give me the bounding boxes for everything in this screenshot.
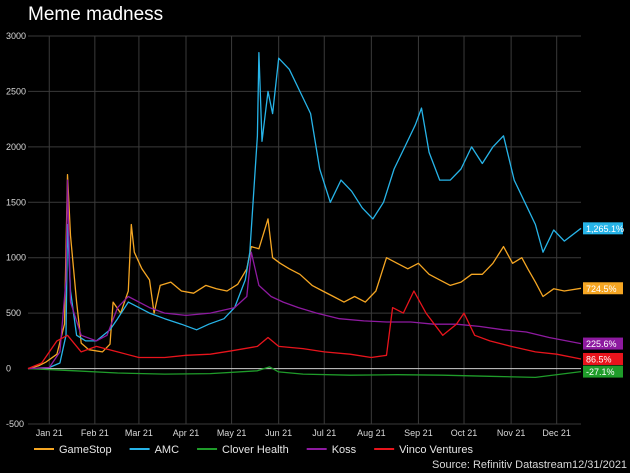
- x-tick-label: Jul 21: [312, 428, 336, 438]
- end-label-box: [583, 365, 623, 378]
- y-tick-label: -500: [6, 419, 24, 429]
- end-label-text: 724.5%: [586, 284, 617, 294]
- x-tick-label: Jan 21: [36, 428, 63, 438]
- end-label-vinco-ventures: 86.5%: [583, 352, 623, 365]
- gridlines: [28, 35, 581, 425]
- legend: GameStop AMC Clover Health Koss Vinco Ventur…: [34, 444, 473, 456]
- legend-label: Koss: [332, 444, 357, 456]
- legend-label: GameStop: [59, 444, 112, 456]
- source-note: Source: Refinitiv Datastream12/31/2021: [432, 459, 628, 471]
- legend-item-amc: AMC: [129, 444, 180, 456]
- y-tick-label: 3000: [6, 31, 26, 41]
- y-tick-label: 2500: [6, 86, 26, 96]
- end-label-text: 86.5%: [586, 354, 612, 364]
- legend-item-clover-health: Clover Health: [197, 444, 289, 456]
- x-tick-label: Sep 21: [404, 428, 433, 438]
- series-lines: [27, 51, 582, 379]
- legend-label: Clover Health: [222, 444, 289, 456]
- legend-item-gamestop: GameStop: [34, 444, 112, 456]
- x-tick-label: Dec 21: [542, 428, 571, 438]
- legend-label: AMC: [155, 444, 180, 456]
- end-label-text: 1,265.1%: [586, 224, 624, 234]
- series-line-amc: [27, 51, 582, 370]
- y-tick-label: 1000: [6, 253, 26, 263]
- legend-label: Vinco Ventures: [399, 444, 473, 456]
- end-label-text: -27.1%: [586, 367, 615, 377]
- series-line-vinco-ventures: [27, 290, 582, 370]
- y-tick-label: 0: [6, 364, 11, 374]
- end-label-box: [583, 337, 623, 350]
- series-line-clover-health: [27, 366, 582, 379]
- end-labels: 724.5% 1,265.1% -27.1% 225.6% 86.5%: [583, 222, 624, 378]
- y-tick-label: 500: [6, 308, 21, 318]
- x-tick-label: Nov 21: [497, 428, 526, 438]
- x-tick-label: Aug 21: [357, 428, 386, 438]
- x-tick-label: Jun 21: [265, 428, 292, 438]
- end-label-gamestop: 724.5%: [583, 282, 623, 295]
- end-label-box: [583, 352, 623, 365]
- axes: -500 0 500 1000 1500 2000 2500 3000 Jan 21 Feb 21…: [6, 31, 581, 438]
- end-label-amc: 1,265.1%: [583, 222, 624, 235]
- x-tick-label: Feb 21: [81, 428, 109, 438]
- legend-item-vinco-ventures: Vinco Ventures: [374, 444, 473, 456]
- y-tick-label: 2000: [6, 142, 26, 152]
- x-tick-label: Oct 21: [451, 428, 478, 438]
- end-label-clover-health: -27.1%: [583, 365, 623, 378]
- end-label-box: [583, 222, 623, 235]
- y-tick-label: 1500: [6, 197, 26, 207]
- legend-item-koss: Koss: [306, 444, 357, 456]
- chart-title: Meme madness: [28, 4, 164, 25]
- series-line-gamestop: [27, 173, 582, 370]
- series-line-koss: [27, 179, 582, 370]
- end-label-text: 225.6%: [586, 339, 617, 349]
- x-tick-label: Apr 21: [173, 428, 200, 438]
- x-tick-label: Mar 21: [125, 428, 153, 438]
- end-label-box: [583, 282, 623, 295]
- x-tick-label: May 21: [217, 428, 247, 438]
- end-label-koss: 225.6%: [583, 337, 623, 350]
